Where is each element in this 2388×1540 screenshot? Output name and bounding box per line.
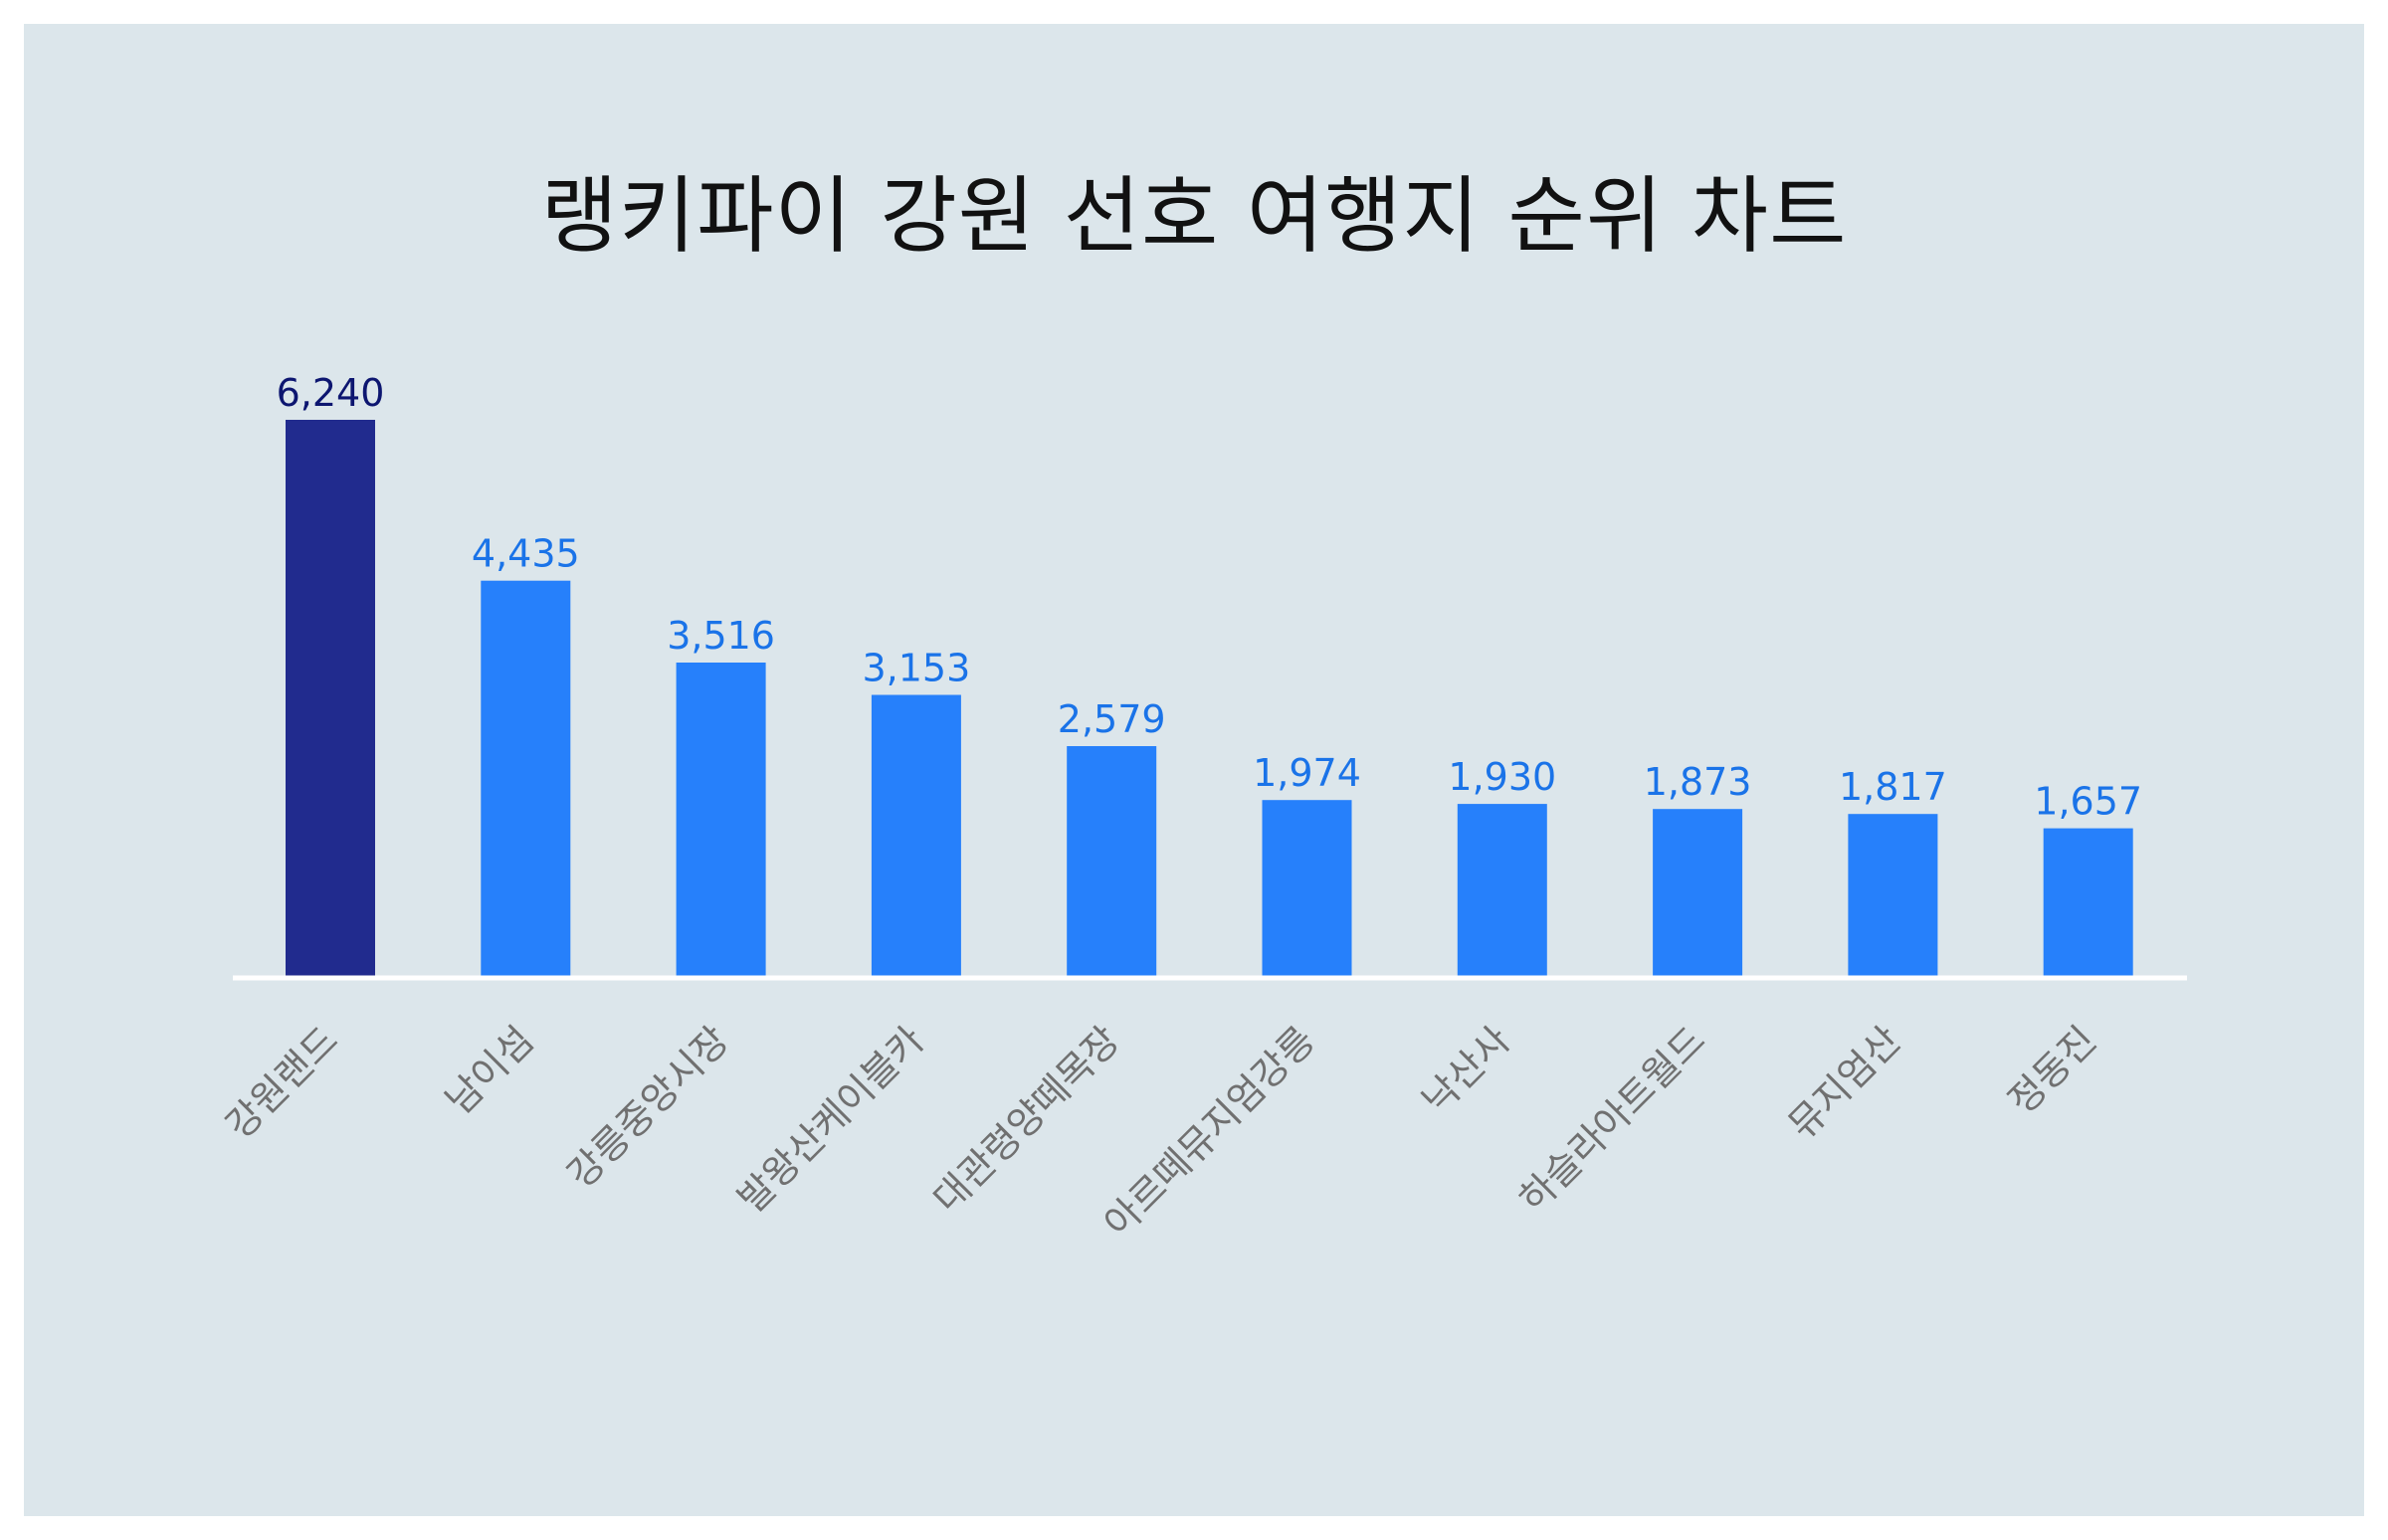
category-label-2: 남이섬 <box>437 1018 541 1122</box>
category-label-10: 정동진 <box>2000 1018 2104 1122</box>
category-label-7: 낙산사 <box>1414 1018 1518 1122</box>
category-label-3: 강릉중앙시장 <box>559 1018 737 1196</box>
chart-title: 랭키파이 강원 선호 여행지 순위 차트 <box>540 167 1848 265</box>
bar-6 <box>1262 800 1352 976</box>
value-labels-group: 6,240 4,435 3,516 3,153 2,579 1,974 1,930 1,873… <box>277 371 2142 824</box>
category-label-6: 아르떼뮤지엄강릉 <box>1095 1018 1323 1246</box>
value-label-6: 1,974 <box>1253 751 1361 795</box>
bar-9 <box>1848 814 1938 976</box>
category-label-5: 대관령양떼목장 <box>924 1018 1127 1221</box>
bar-1 <box>286 420 375 976</box>
value-label-2: 4,435 <box>472 532 580 576</box>
value-label-4: 3,153 <box>863 647 971 690</box>
value-label-10: 1,657 <box>2034 780 2142 824</box>
value-label-3: 3,516 <box>667 614 775 658</box>
bar-4 <box>871 694 961 976</box>
value-label-7: 1,930 <box>1448 755 1556 799</box>
bar-5 <box>1067 746 1157 976</box>
bar-7 <box>1457 804 1547 976</box>
bar-3 <box>676 663 766 976</box>
category-label-8: 하슬라아트월드 <box>1510 1018 1713 1221</box>
bar-8 <box>1653 809 1743 976</box>
chart-background <box>24 24 2364 1516</box>
value-label-5: 2,579 <box>1058 697 1166 741</box>
value-label-1: 6,240 <box>277 371 385 415</box>
category-label-4: 발왕산케이블카 <box>729 1018 932 1221</box>
category-label-1: 강원랜드 <box>217 1018 346 1147</box>
category-label-9: 뮤지엄산 <box>1780 1018 1909 1147</box>
value-label-8: 1,873 <box>1644 760 1752 804</box>
bars-group <box>286 420 2133 976</box>
bar-10 <box>2043 828 2133 976</box>
bar-2 <box>481 580 571 976</box>
value-label-9: 1,817 <box>1839 765 1947 809</box>
